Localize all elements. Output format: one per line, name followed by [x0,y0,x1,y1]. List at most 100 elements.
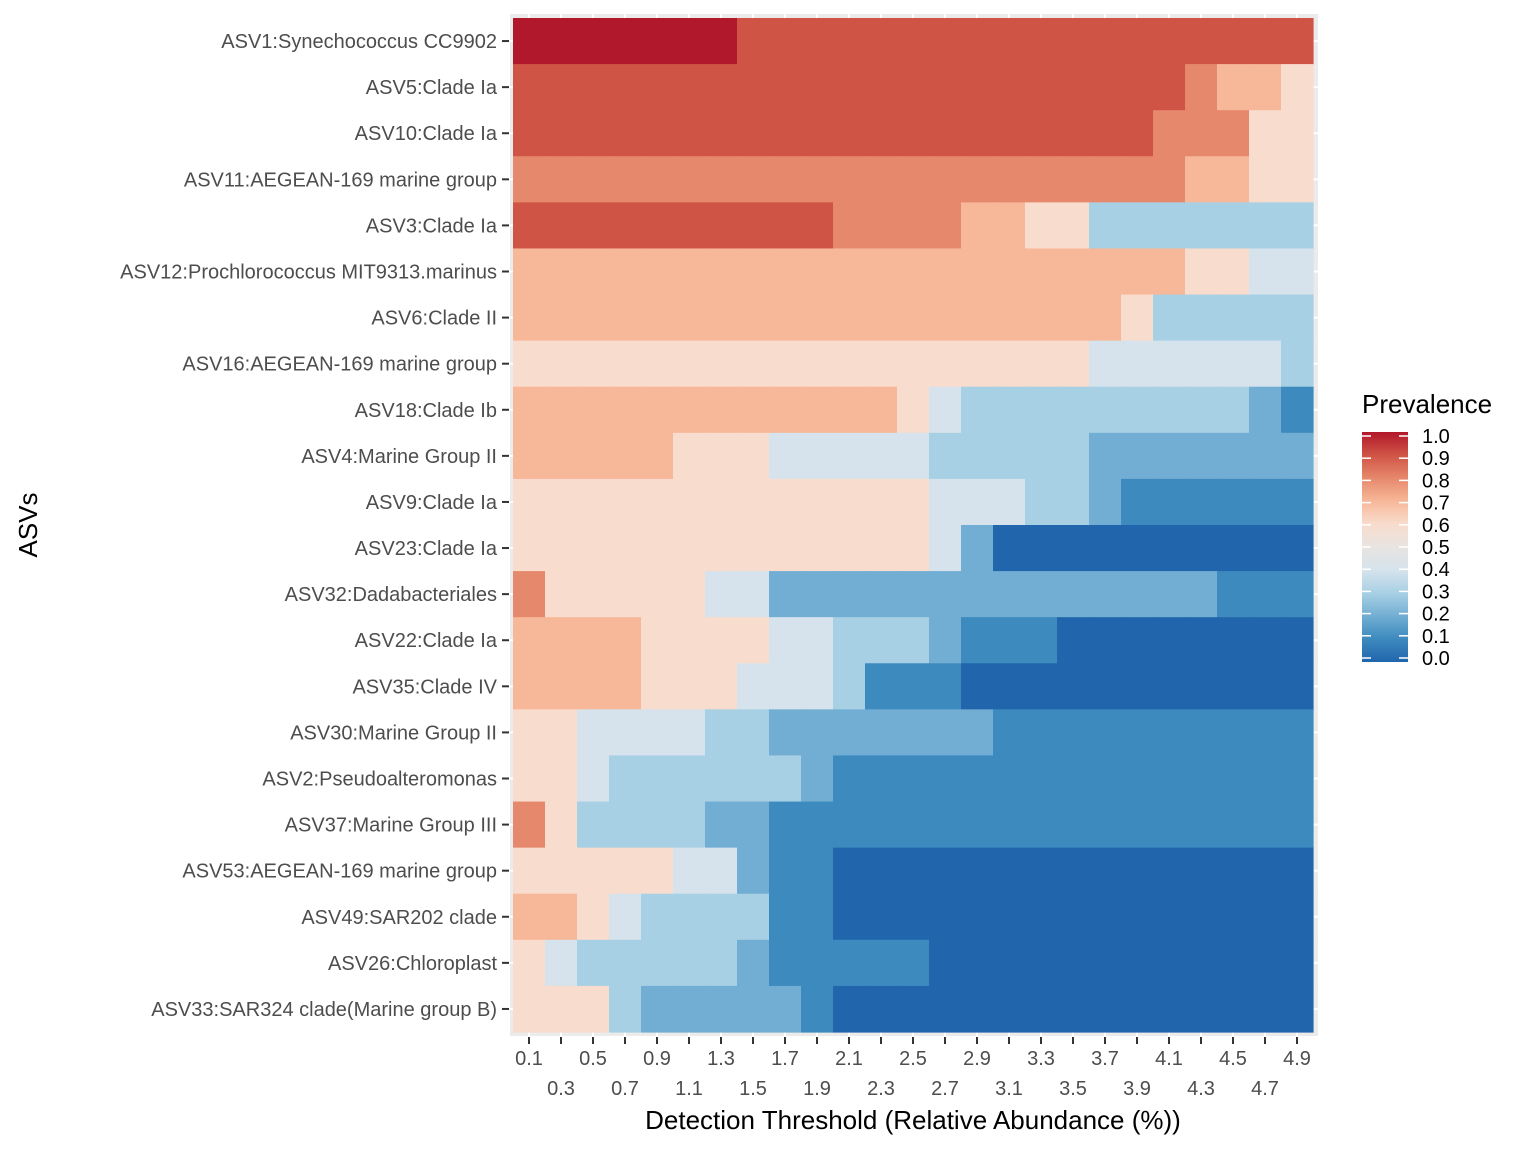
heatmap-cell [833,709,866,757]
heatmap-cell [929,893,962,941]
heatmap-cell [1249,893,1282,941]
heatmap-cell [833,64,866,111]
x-tick-label: 0.5 [579,1048,607,1070]
x-tick-label: 2.7 [931,1078,959,1100]
heatmap-cell [577,340,610,388]
heatmap-cell [1281,202,1314,250]
heatmap-cell [961,847,994,895]
heatmap-cell [993,801,1026,849]
heatmap-cell [1153,156,1186,203]
heatmap-cell [1121,156,1154,203]
heatmap-cell [1153,386,1186,434]
heatmap-cell [1025,64,1058,111]
heatmap-cell [1217,478,1250,526]
heatmap-cell [641,801,674,849]
heatmap-cell [609,156,642,203]
heatmap-cell [1217,18,1250,65]
y-tick-label: ASV2:Pseudoalteromonas [262,769,497,791]
heatmap-cell [929,617,962,664]
heatmap-cell [1121,432,1154,480]
heatmap-cell [609,709,642,757]
heatmap-cell [577,432,610,480]
x-tick-label: 0.3 [547,1078,575,1100]
heatmap-cell [737,294,770,342]
legend-tick-label: 0.7 [1422,493,1450,515]
heatmap-cell [897,663,930,710]
heatmap-cell [1217,340,1250,388]
x-tick-label: 3.9 [1123,1078,1151,1100]
heatmap-cell [1153,985,1186,1033]
heatmap-cell [897,617,930,664]
heatmap-cell [641,709,674,757]
heatmap-cell [1089,110,1122,157]
legend-tick-label: 0.5 [1422,537,1450,559]
heatmap-cell [1057,617,1090,664]
heatmap-cell [513,801,546,849]
heatmap-cell [1217,202,1250,250]
heatmap-cell [737,248,770,296]
heatmap-cell [897,801,930,849]
heatmap-cell [609,110,642,157]
heatmap-cell [1281,110,1314,157]
y-tick-label: ASV23:Clade Ia [355,538,498,560]
heatmap-cell [513,110,546,157]
heatmap-cell [513,340,546,388]
heatmap-cell [929,939,962,987]
heatmap-cell [1025,525,1058,572]
heatmap-cell [609,248,642,296]
heatmap-cell [961,156,994,203]
heatmap-cell [961,893,994,941]
heatmap-cell [577,64,610,111]
heatmap-cell [1121,893,1154,941]
heatmap-cell [705,248,738,296]
heatmap-cell [1281,478,1314,526]
heatmap-cell [545,18,578,65]
heatmap-cell [1153,755,1186,803]
heatmap-cell [673,110,706,157]
heatmap-cell [993,478,1026,526]
heatmap-cell [577,985,610,1033]
heatmap-cell [513,985,546,1033]
heatmap-cell [865,755,898,803]
heatmap-cell [897,202,930,250]
heatmap-cell [929,386,962,434]
heatmap-cell [897,478,930,526]
heatmap-cell [737,18,770,65]
y-tick-label: ASV37:Marine Group III [285,815,497,837]
heatmap-cell [1281,571,1314,618]
heatmap-cell [929,847,962,895]
heatmap-cell [737,202,770,250]
heatmap-cell [833,202,866,250]
heatmap-cell [897,432,930,480]
heatmap-cell [1121,663,1154,710]
heatmap-cell [993,985,1026,1033]
legend-tick-label: 0.9 [1422,448,1450,470]
legend-tick-label: 0.3 [1422,581,1450,603]
heatmap-cell [1153,202,1186,250]
heatmap-cell [705,939,738,987]
heatmap-cell [929,755,962,803]
heatmap-cell [993,248,1026,296]
heatmap-cell [673,663,706,710]
heatmap-cell [1185,18,1218,65]
x-tick-label: 2.1 [835,1048,863,1070]
heatmap-cell [577,801,610,849]
heatmap-cell [1121,847,1154,895]
heatmap-cell [833,847,866,895]
heatmap-cell [897,525,930,572]
heatmap-cell [1089,617,1122,664]
y-axis-title: ASVs [13,492,43,557]
heatmap-cell [961,202,994,250]
heatmap-cell [513,18,546,65]
heatmap-cell [993,617,1026,664]
heatmap-cell [769,156,802,203]
heatmap-cell [1057,340,1090,388]
heatmap-cell [865,525,898,572]
legend-tick-label: 0.1 [1422,626,1450,648]
heatmap-cell [1121,294,1154,342]
heatmap-cell [961,294,994,342]
heatmap-cell [865,893,898,941]
heatmap-cell [801,18,834,65]
x-tick-label: 0.9 [643,1048,671,1070]
heatmap-cell [577,478,610,526]
